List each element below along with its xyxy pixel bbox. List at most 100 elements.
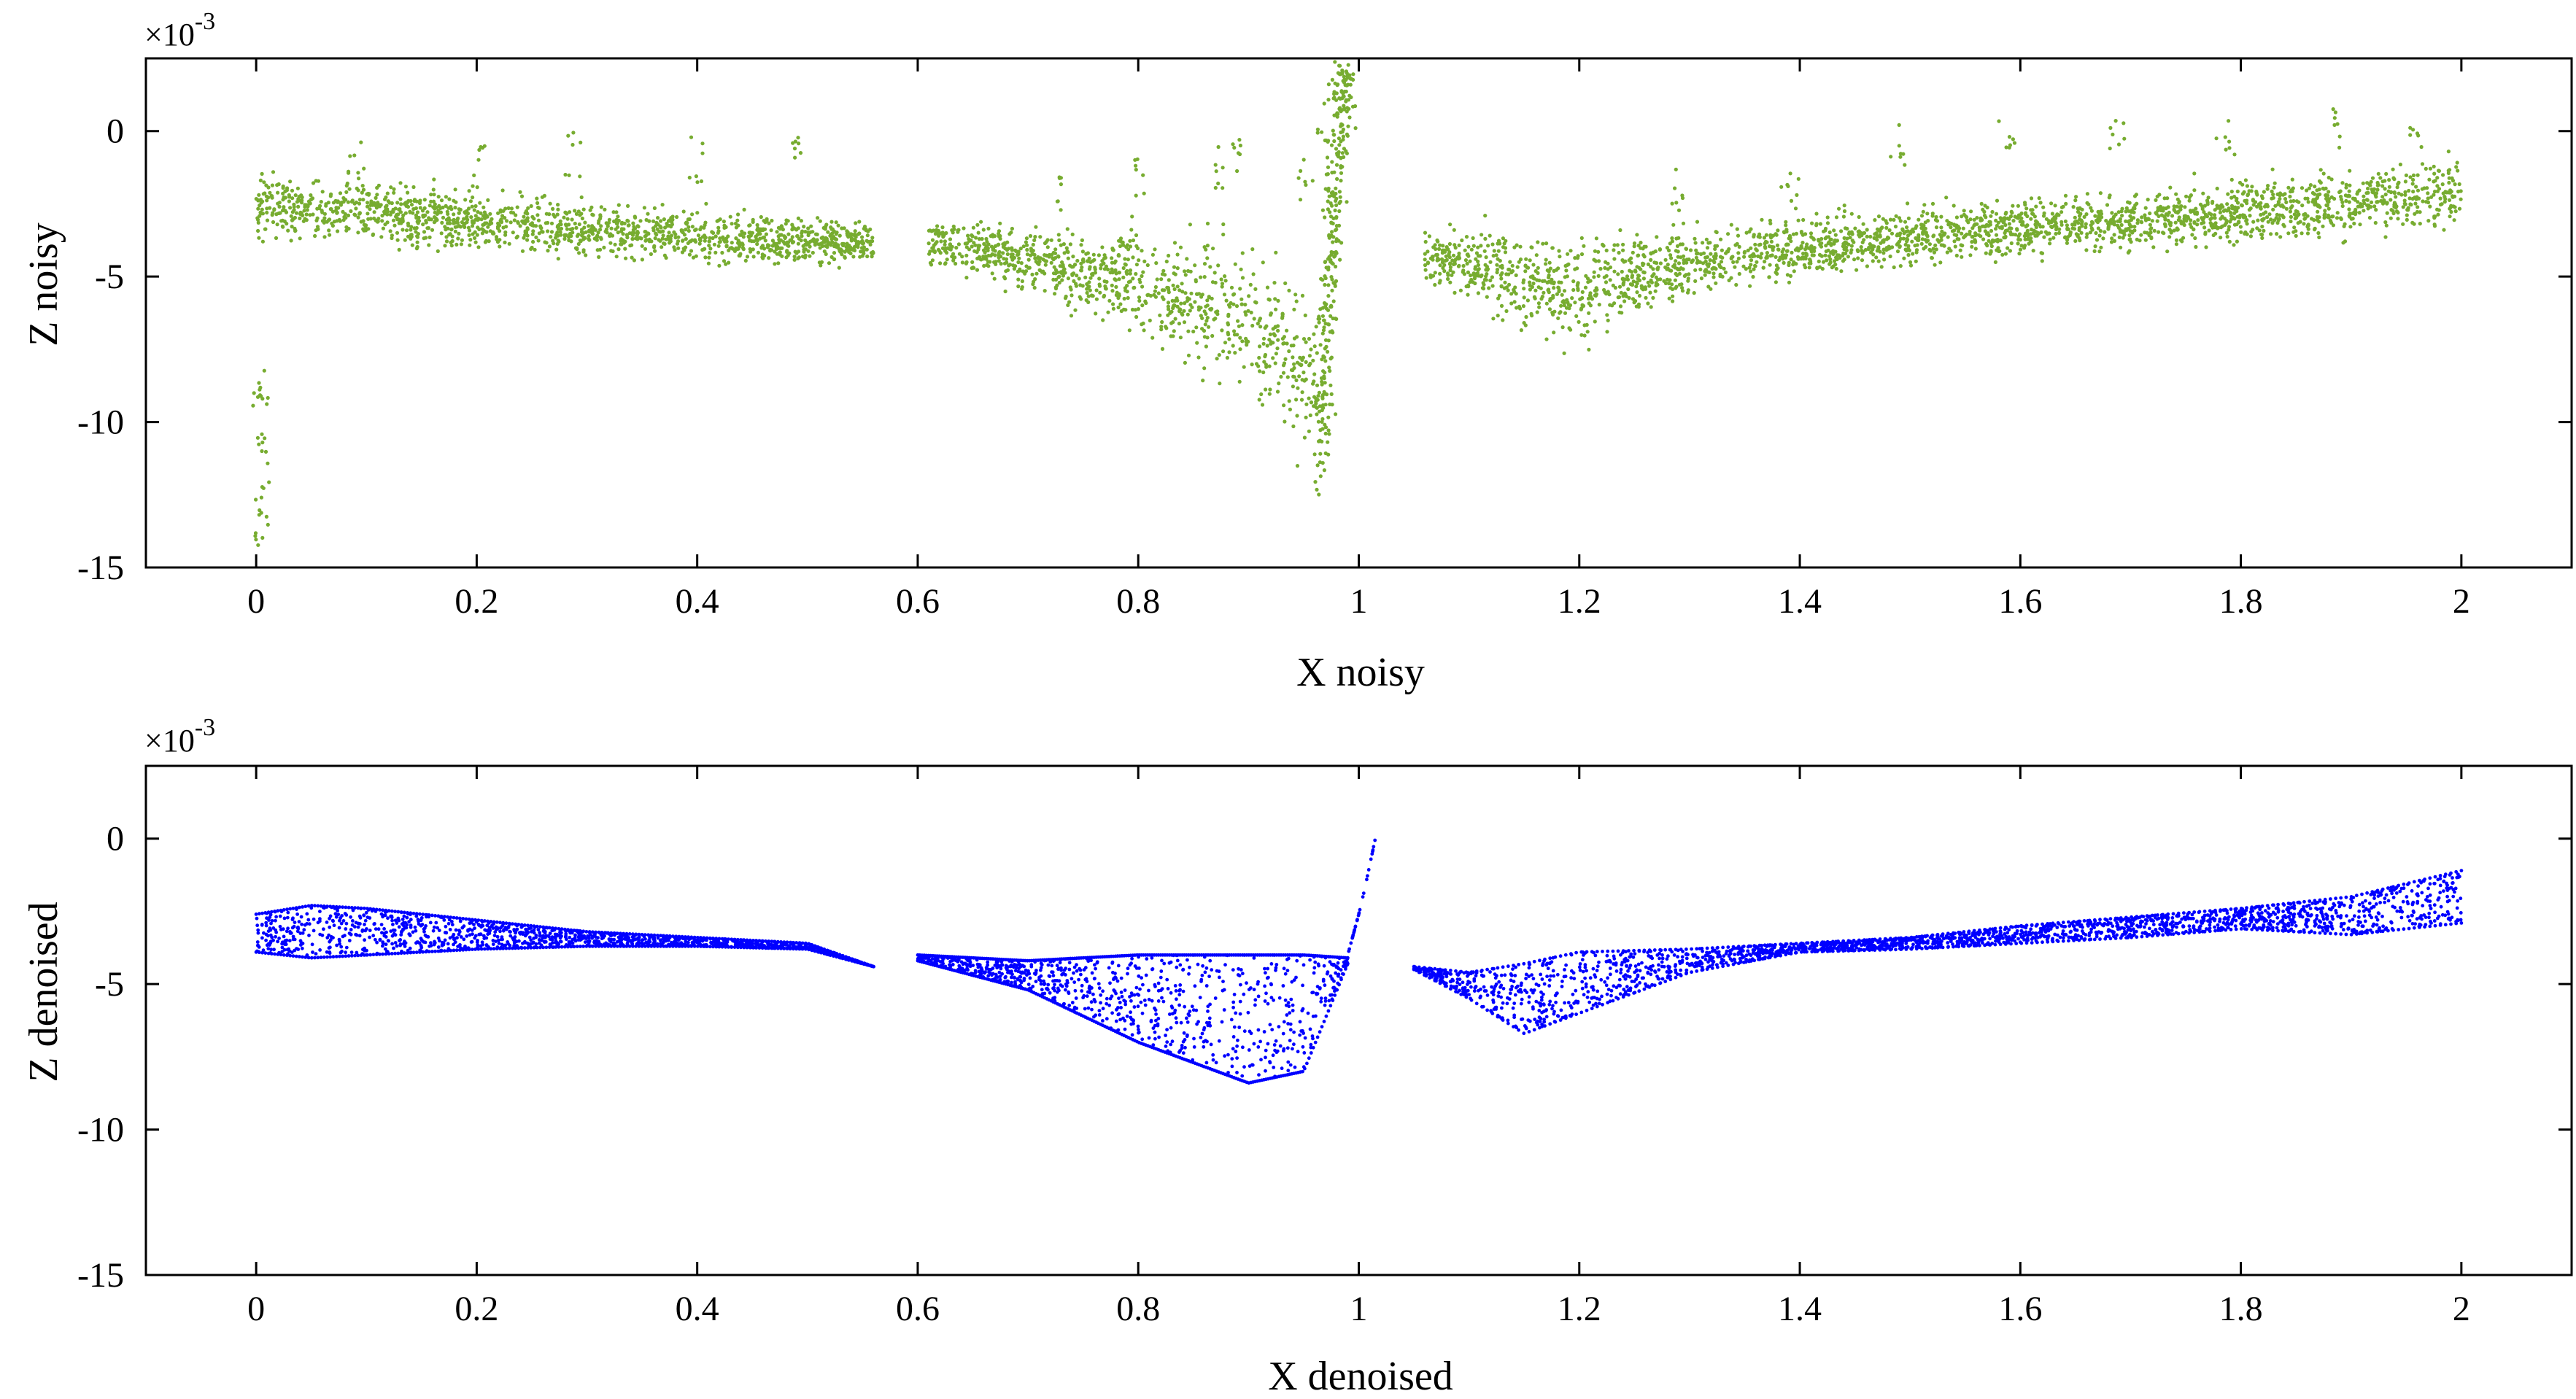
data-point — [1880, 225, 1884, 230]
data-point — [2265, 187, 2270, 191]
data-point — [1893, 225, 1898, 229]
data-point — [341, 209, 345, 214]
data-point — [715, 219, 719, 223]
data-point — [304, 212, 309, 217]
data-point — [2389, 198, 2393, 202]
data-point — [2003, 222, 2008, 228]
data-point — [530, 223, 535, 228]
data-point — [1613, 285, 1617, 290]
data-point — [1876, 214, 1881, 219]
data-point — [1947, 247, 1952, 251]
data-point — [1655, 266, 1660, 271]
data-point — [1248, 282, 1253, 287]
data-point — [1113, 269, 1117, 274]
data-point — [1914, 224, 1919, 228]
data-point — [2303, 196, 2308, 201]
data-point — [762, 253, 767, 258]
data-point — [1729, 276, 1733, 280]
data-point — [704, 201, 708, 206]
data-point — [1560, 325, 1565, 330]
data-point — [1952, 239, 1957, 244]
data-point — [262, 180, 266, 185]
data-point — [1328, 402, 1332, 407]
data-point — [469, 215, 473, 220]
data-point — [1631, 279, 1636, 284]
data-point — [668, 236, 673, 240]
data-point — [2296, 221, 2300, 225]
data-point — [1097, 276, 1102, 281]
data-point — [653, 236, 657, 241]
data-point — [1277, 381, 1281, 386]
data-point — [409, 203, 414, 207]
data-point — [1172, 303, 1177, 308]
data-point — [1317, 390, 1321, 395]
data-point — [1086, 285, 1091, 290]
data-point — [427, 216, 431, 220]
data-point — [2349, 217, 2353, 221]
data-point — [1569, 249, 1573, 253]
data-point — [1080, 249, 1085, 254]
data-point — [1018, 247, 1023, 251]
data-point — [1760, 217, 1764, 222]
data-point — [296, 204, 301, 209]
data-point — [1131, 238, 1136, 243]
data-point — [2227, 225, 2232, 229]
data-point — [1142, 259, 1147, 263]
data-point — [1446, 273, 1450, 277]
data-point — [1692, 291, 1696, 295]
data-point — [2169, 230, 2173, 234]
data-point — [1711, 259, 1716, 263]
data-point — [2155, 194, 2159, 198]
data-point — [424, 219, 428, 223]
data-point — [328, 207, 333, 212]
data-point — [1706, 241, 1711, 245]
data-point — [1537, 305, 1542, 309]
data-point — [555, 230, 560, 235]
data-point — [2009, 241, 2014, 246]
data-point — [1545, 280, 1550, 284]
data-point — [680, 250, 685, 255]
data-point — [1735, 241, 1739, 246]
data-point — [1202, 335, 1207, 339]
data-point — [292, 204, 296, 209]
data-point — [1285, 375, 1290, 379]
data-point — [2369, 179, 2373, 184]
data-point — [862, 249, 866, 253]
data-point — [1819, 241, 1824, 246]
data-point — [1824, 249, 1828, 254]
data-point — [1617, 250, 1621, 255]
data-point — [575, 246, 579, 250]
data-point — [1567, 306, 1571, 311]
data-point — [1196, 355, 1201, 360]
data-point — [1237, 379, 1242, 384]
data-point — [960, 255, 964, 259]
data-point — [1203, 322, 1207, 327]
data-point — [326, 218, 330, 222]
data-point — [1247, 294, 1251, 298]
data-point — [2229, 195, 2234, 200]
data-point — [1172, 241, 1177, 245]
data-point — [1134, 271, 1138, 276]
data-point — [1922, 223, 1926, 228]
data-point — [551, 239, 555, 243]
data-point — [265, 198, 269, 203]
data-point — [1620, 269, 1624, 274]
data-point — [2219, 236, 2223, 240]
data-point — [392, 190, 396, 195]
data-point — [1556, 266, 1560, 271]
data-point — [2227, 208, 2231, 212]
data-point — [1150, 252, 1155, 257]
data-point — [660, 236, 665, 241]
data-point — [1502, 241, 1506, 246]
data-point — [299, 193, 303, 198]
data-point — [441, 205, 445, 210]
data-point — [656, 216, 660, 220]
data-point — [2053, 204, 2057, 208]
data-point — [303, 203, 307, 207]
data-point — [1296, 386, 1300, 390]
data-point — [1463, 248, 1467, 252]
data-point — [436, 209, 441, 213]
data-point — [703, 255, 708, 260]
data-point — [843, 249, 847, 254]
data-point — [927, 241, 931, 246]
